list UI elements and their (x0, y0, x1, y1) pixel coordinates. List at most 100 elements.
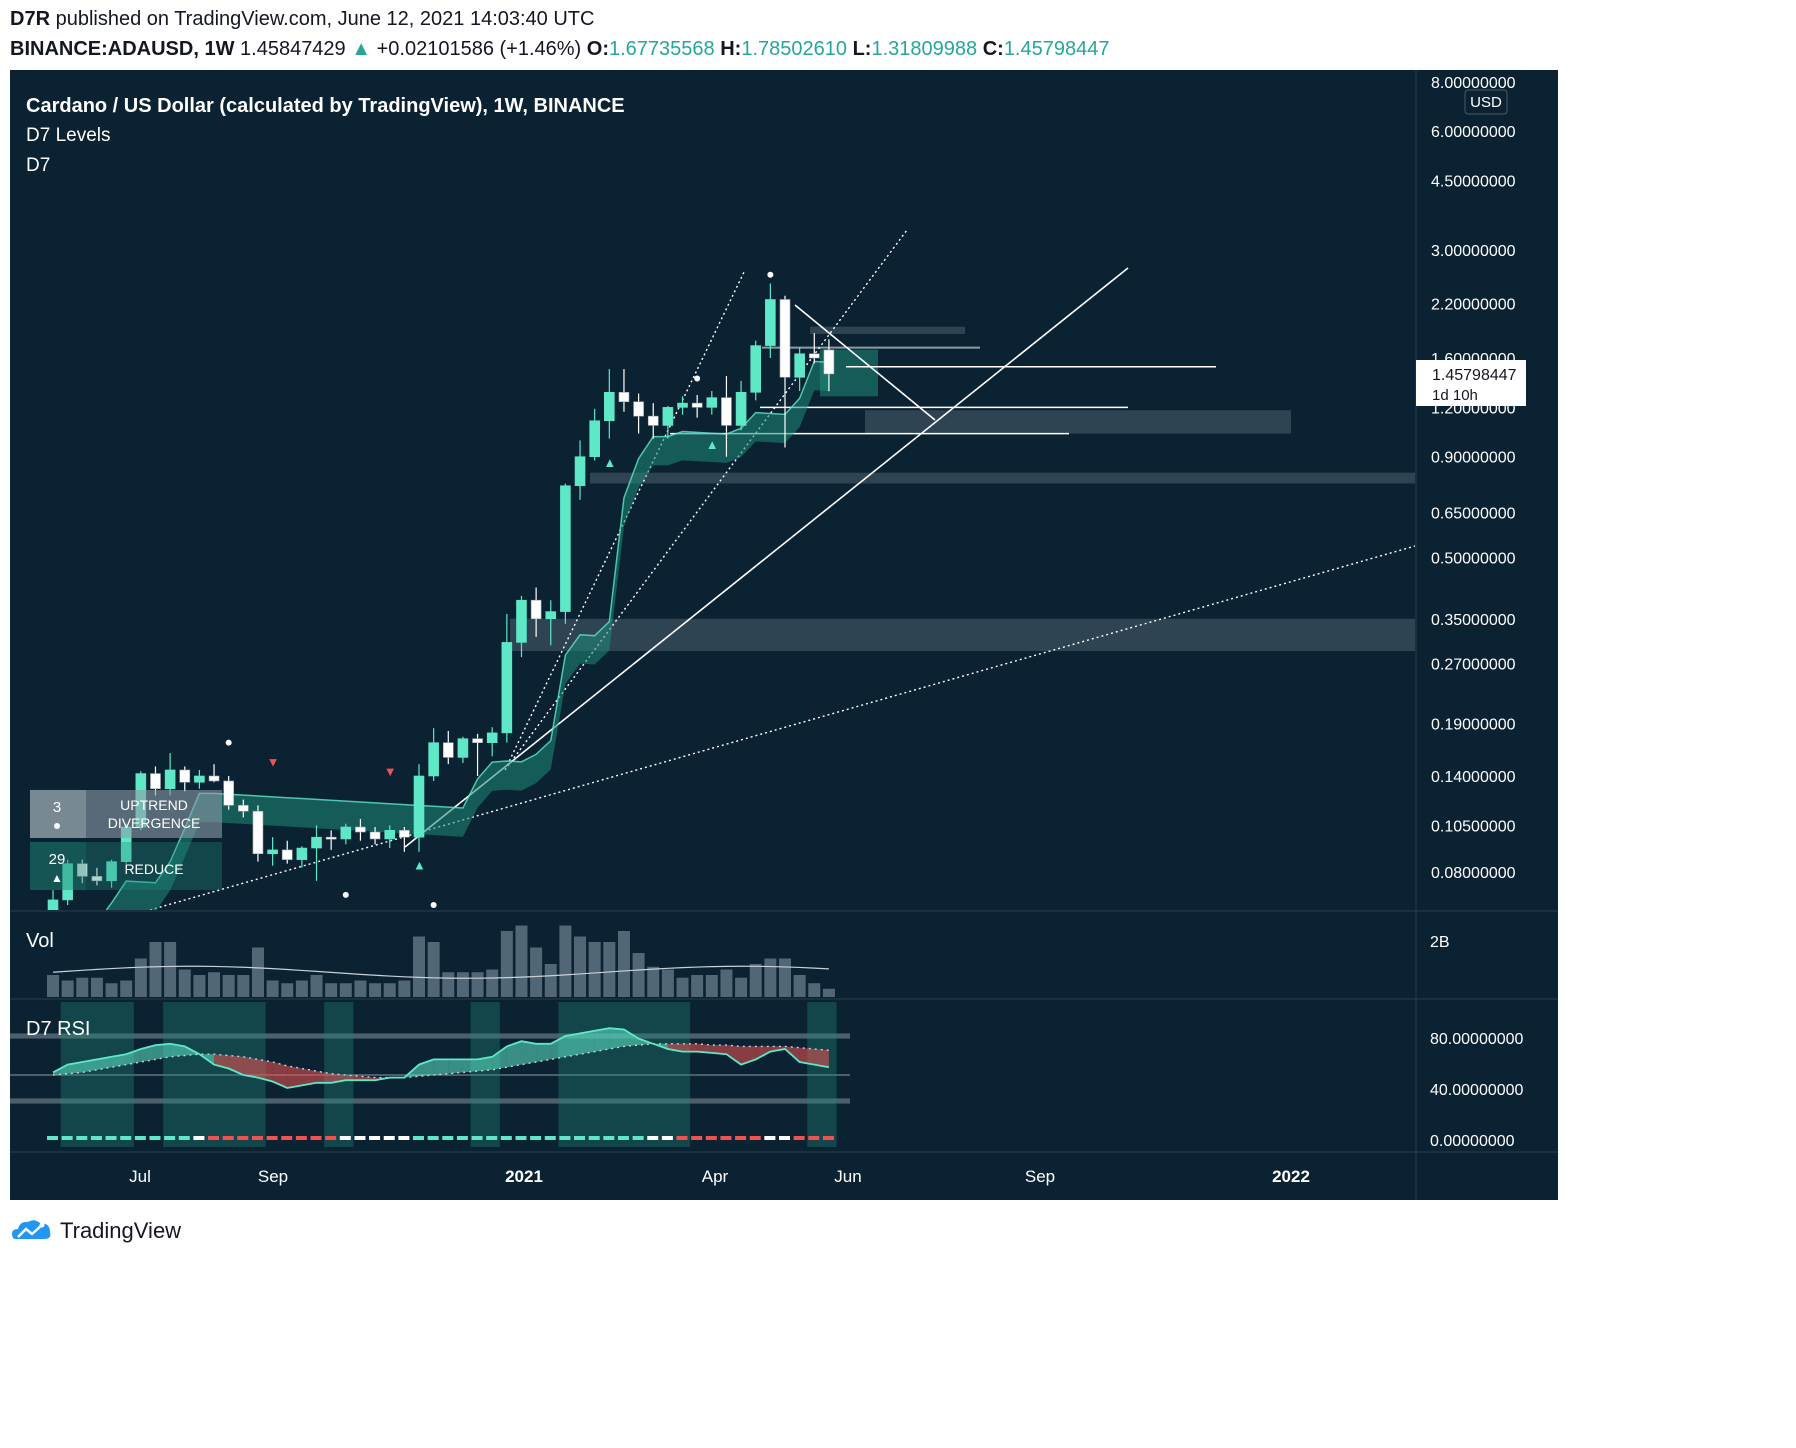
candle-body (457, 738, 469, 758)
chart-title[interactable]: Cardano / US Dollar (calculated by Tradi… (26, 95, 625, 117)
trendline-drawings[interactable] (149, 229, 1415, 910)
candle-body (340, 826, 352, 840)
price-axis[interactable]: 8.00000000 6.00000000 4.50000000 3.00000000… (1431, 75, 1516, 882)
rsi-fill (565, 1033, 581, 1057)
candle-body (399, 830, 410, 838)
buy-signal-icon: ▲ (603, 455, 616, 470)
triangle-up-icon: ▲ (351, 38, 372, 60)
current-price: 1.45798447 (1432, 367, 1517, 384)
d7-levels-zones (510, 326, 1415, 652)
chart-canvas[interactable]: ▲▲▲▲▼▼ 3 UPTREND DIVERGENCE 29 ▲ REDUCE … (10, 70, 1558, 1200)
candle-body (413, 775, 425, 838)
volume-bar (149, 942, 162, 997)
time-tick: Jul (129, 1167, 151, 1186)
volume-bar (822, 988, 835, 997)
price-tick: 0.35000000 (1431, 612, 1516, 629)
volume-bar (251, 947, 264, 997)
volume-bar (442, 972, 455, 997)
rsi-state-bar (208, 1136, 220, 1140)
price-tick: 0.19000000 (1431, 717, 1516, 734)
candle-body (794, 353, 805, 378)
rsi-state-bar (632, 1136, 644, 1140)
volume-bar (61, 980, 74, 997)
volume-bar (676, 977, 689, 997)
price-tick: 0.65000000 (1431, 506, 1516, 523)
signal-dot (196, 918, 202, 924)
symbol-label: BINANCE:ADAUSD, 1W (10, 38, 235, 60)
volume-bar (617, 931, 630, 997)
candle-body (369, 831, 381, 840)
rsi-state-bar (456, 1136, 468, 1140)
buy-signal-icon: ▲ (706, 437, 719, 452)
volume-bar (764, 958, 777, 997)
rsi-fill (316, 1071, 332, 1083)
candle-body (735, 392, 747, 426)
volume-bar (325, 983, 338, 997)
volume-bar (603, 942, 616, 997)
rsi-label[interactable]: D7 RSI (26, 1018, 90, 1040)
signal-box-reduce: 29 ▲ REDUCE (30, 842, 222, 890)
volume-bar (76, 977, 89, 997)
volume-bar (310, 975, 323, 997)
candle-body (808, 353, 820, 359)
rsi-state-bar (120, 1136, 132, 1140)
rsi-state-bar (90, 1136, 102, 1140)
currency-badge[interactable] (1464, 89, 1508, 115)
sell-signal-icon: ▼ (267, 754, 280, 769)
volume-bar (281, 983, 294, 997)
rsi-fill (272, 1062, 288, 1088)
candle-body (560, 485, 571, 612)
rsi-fill (477, 1056, 493, 1072)
candle-body (91, 876, 103, 882)
volume-bar (471, 972, 484, 997)
footer-brand[interactable]: TradingView (10, 1214, 181, 1248)
rsi-state-bar (735, 1136, 747, 1140)
signal-text-wrap: UPTREND DIVERGENCE (107, 797, 201, 831)
volume-bar (749, 964, 762, 997)
time-tick: Apr (702, 1167, 729, 1186)
price-tick: 3.00000000 (1431, 243, 1516, 260)
rsi-fill (814, 1049, 829, 1068)
rsi-fill (521, 1041, 537, 1065)
volume-label[interactable]: Vol (26, 930, 54, 952)
trend-line (794, 304, 936, 421)
tradingview-logo-icon (12, 1220, 51, 1239)
time-axis[interactable]: Jul Sep 2021 Apr Jun Sep 2022 (129, 1167, 1310, 1186)
open-value: 1.67735568 (609, 38, 715, 60)
low-value: 1.31809988 (871, 38, 978, 60)
rsi-overbought-band (10, 1033, 850, 1039)
rsi-state-bar (603, 1136, 615, 1140)
time-tick: Jun (834, 1167, 861, 1186)
time-tick: Sep (258, 1167, 288, 1186)
rsi-highlight (558, 1002, 691, 1147)
indicator-label[interactable]: D7 Levels (26, 125, 111, 146)
volume-bar (456, 972, 469, 997)
chart-area[interactable] (10, 70, 1558, 1200)
volume-bar (413, 936, 425, 997)
author-name[interactable]: D7R (10, 8, 51, 30)
rsi-fill (287, 1065, 302, 1088)
candle-body (164, 769, 176, 790)
candle-body (765, 299, 776, 346)
price-change: +0.02101586 (+1.46%) (376, 38, 582, 60)
time-tick: Sep (1025, 1167, 1055, 1186)
rsi-fill (111, 1054, 127, 1068)
volume-series (47, 925, 835, 997)
signal-text: UPTREND DIVERGENCE (107, 797, 201, 831)
rsi-oversold-band (10, 1098, 850, 1104)
candle-body (706, 397, 718, 408)
rsi-state-bar (281, 1136, 293, 1140)
rsi-state-bar (720, 1136, 732, 1140)
volume-bar (632, 953, 645, 997)
rsi-state-bar (222, 1136, 234, 1140)
indicator-label[interactable]: D7 (26, 155, 50, 176)
signal-dot (430, 902, 437, 909)
rsi-state-bar (383, 1136, 395, 1140)
rsi-fill (360, 1076, 376, 1081)
rsi-fill (448, 1059, 463, 1074)
rsi-fill (697, 1043, 712, 1053)
volume-bar (47, 975, 59, 997)
rsi-fill (170, 1043, 185, 1057)
price-tick: 0.50000000 (1431, 551, 1516, 568)
price-tick: 0.10500000 (1431, 818, 1516, 835)
